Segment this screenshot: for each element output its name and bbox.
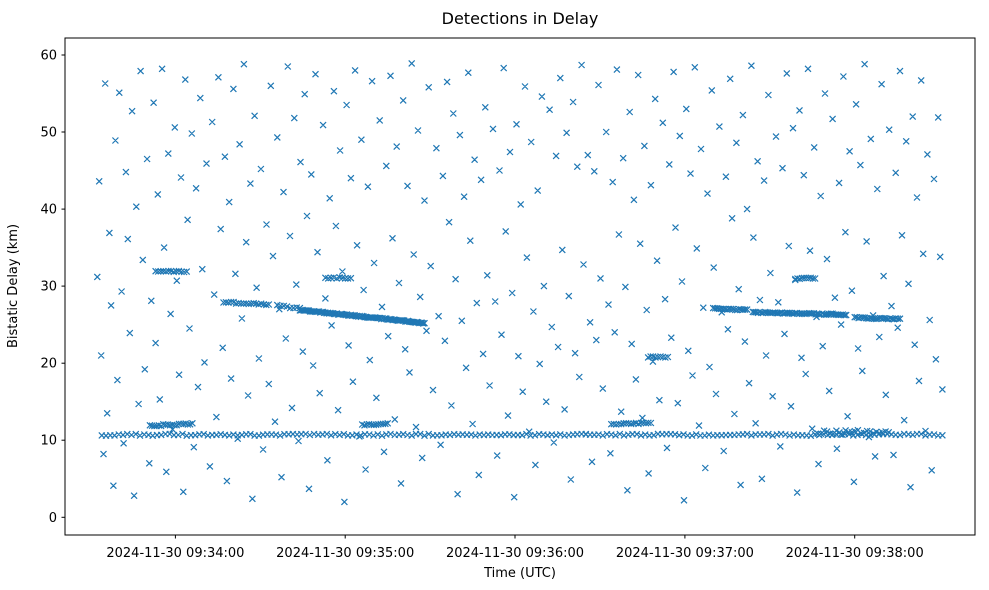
y-tick-label: 60: [40, 49, 57, 64]
x-tick-label: 2024-11-30 09:37:00: [616, 546, 754, 561]
x-tick-label: 2024-11-30 09:34:00: [106, 546, 244, 561]
y-axis-label: Bistatic Delay (km): [6, 224, 21, 348]
y-tick-label: 10: [40, 434, 57, 449]
tick-labels: 2024-11-30 09:34:00 2024-11-30 09:35:00 20…: [40, 49, 923, 562]
x-tick-label: 2024-11-30 09:36:00: [446, 546, 584, 561]
plot-area: [65, 38, 975, 535]
plot-border: [64, 37, 976, 536]
x-tick-label: 2024-11-30 09:38:00: [786, 546, 924, 561]
axis-ticks: [61, 54, 856, 539]
x-axis-label: Time (UTC): [483, 566, 556, 581]
y-tick-label: 0: [49, 511, 57, 526]
scatter-points: [93, 59, 946, 506]
chart-title: Detections in Delay: [442, 9, 599, 28]
y-tick-label: 30: [40, 280, 57, 295]
x-tick-label: 2024-11-30 09:35:00: [276, 546, 414, 561]
y-tick-label: 40: [40, 203, 57, 218]
y-tick-label: 20: [40, 357, 57, 372]
y-tick-label: 50: [40, 126, 57, 141]
